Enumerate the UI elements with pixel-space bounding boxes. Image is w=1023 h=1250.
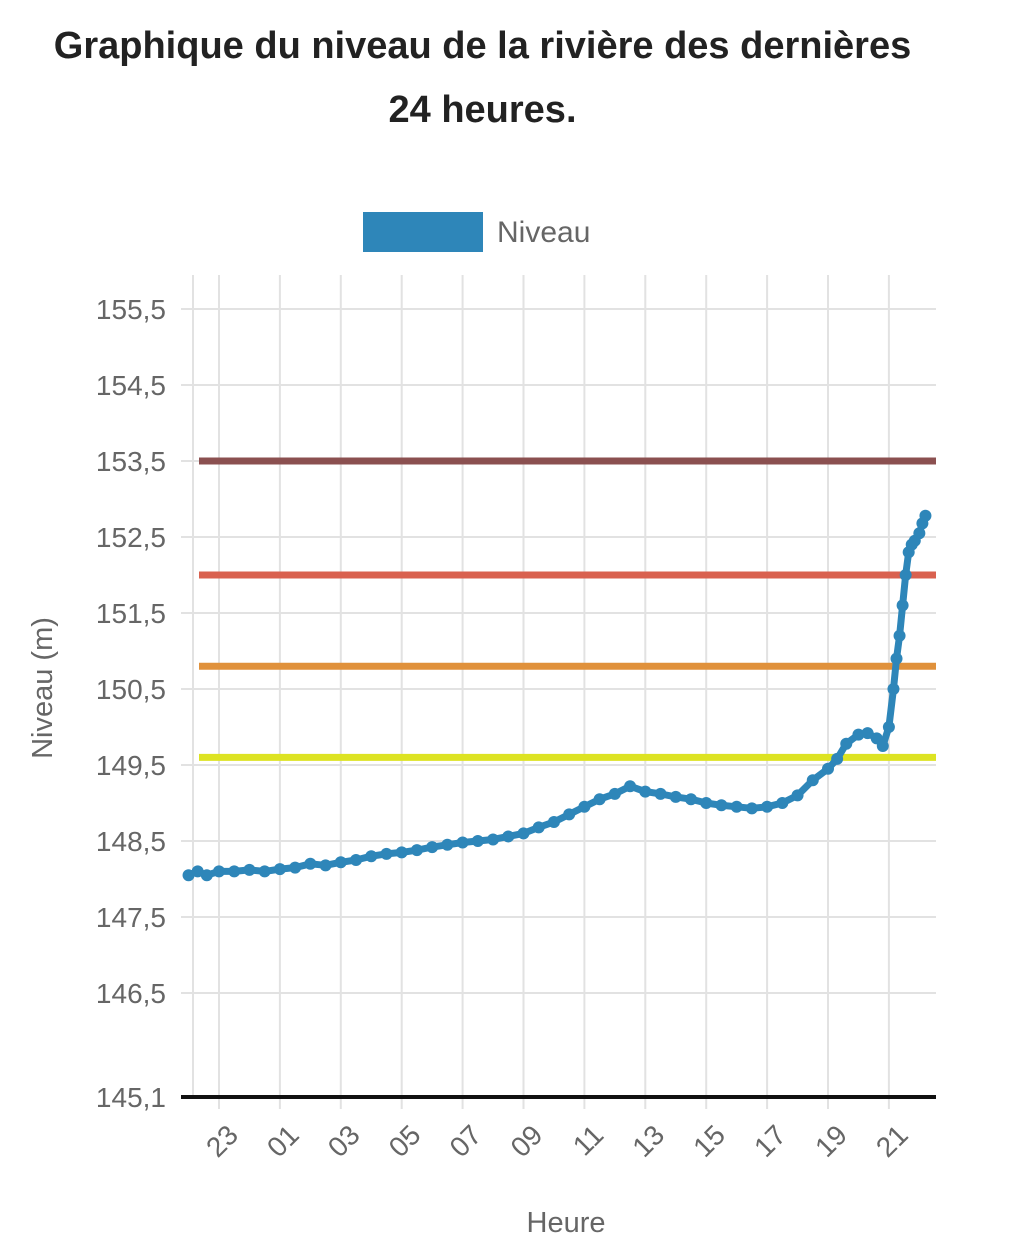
legend-label-niveau[interactable]: Niveau: [497, 216, 590, 249]
data-point-0: [182, 869, 195, 882]
series-niveau: [182, 509, 932, 882]
data-point-15: [395, 846, 408, 859]
data-point-40: [776, 797, 789, 809]
data-point-2: [200, 869, 213, 882]
x-tick-label-05: 05: [383, 1119, 427, 1163]
x-tick-label-09: 09: [505, 1119, 549, 1163]
data-point-29: [608, 787, 621, 800]
data-point-21: [487, 833, 500, 846]
data-point-37: [730, 800, 743, 813]
data-point-13: [365, 850, 378, 863]
data-point-3: [213, 865, 225, 878]
data-point-31: [639, 785, 652, 798]
y-axis-ticks: 145,1 146,5 147,5 148,5 149,5 150,5 151,5 152,5…: [96, 294, 166, 1113]
data-point-51: [887, 683, 900, 695]
data-point-10: [319, 859, 332, 872]
data-point-17: [426, 841, 439, 854]
data-point-52: [890, 652, 903, 665]
data-point-44: [831, 752, 844, 765]
x-axis-ticks: 23 01 03 05 07 09 11 13 15 17 19 21: [200, 1119, 914, 1163]
x-tick-label-23: 23: [200, 1119, 244, 1163]
x-tick-label-19: 19: [809, 1119, 853, 1163]
data-point-49: [876, 740, 889, 752]
data-point-12: [350, 854, 363, 866]
data-point-53: [893, 629, 906, 642]
data-point-4: [228, 865, 241, 878]
data-point-61: [919, 509, 932, 522]
data-point-8: [289, 861, 302, 874]
data-point-59: [913, 527, 926, 540]
data-point-23: [517, 827, 530, 840]
data-point-54: [896, 599, 909, 612]
data-point-33: [669, 790, 682, 803]
y-tick-label-148,5: 148,5: [96, 826, 166, 857]
data-point-20: [471, 835, 484, 847]
data-point-26: [563, 808, 576, 821]
data-point-14: [380, 847, 393, 860]
x-axis-title: Heure: [527, 1207, 606, 1239]
data-point-30: [624, 780, 637, 793]
data-point-47: [861, 727, 874, 740]
data-point-39: [761, 800, 774, 813]
x-tick-label-13: 13: [626, 1119, 670, 1163]
data-point-45: [840, 737, 853, 750]
data-point-46: [852, 728, 865, 741]
data-point-43: [822, 762, 834, 775]
data-point-7: [273, 863, 286, 876]
y-tick-label-146,5: 146,5: [96, 978, 166, 1009]
y-tick-label-155,5: 155,5: [96, 294, 166, 325]
data-point-41: [791, 789, 804, 802]
x-tick-label-17: 17: [748, 1119, 792, 1163]
data-point-6: [258, 865, 271, 878]
data-point-50: [882, 721, 895, 733]
data-point-35: [700, 797, 713, 809]
data-point-25: [547, 816, 560, 828]
y-tick-label-154,5: 154,5: [96, 370, 166, 401]
threshold-lines: [181, 457, 936, 1099]
x-tick-label-15: 15: [687, 1119, 731, 1163]
data-point-5: [243, 863, 256, 876]
x-tick-label-01: 01: [261, 1119, 305, 1163]
data-point-55: [899, 569, 912, 581]
data-point-18: [441, 838, 454, 851]
y-tick-label-149,5: 149,5: [96, 750, 166, 781]
data-point-27: [578, 800, 591, 813]
data-point-38: [745, 802, 758, 815]
data-point-28: [593, 793, 606, 806]
y-tick-label-153,5: 153,5: [96, 446, 166, 477]
data-point-32: [654, 787, 667, 800]
grid: [181, 275, 936, 1109]
y-tick-label-147,5: 147,5: [96, 902, 166, 933]
legend[interactable]: Niveau: [363, 212, 590, 252]
data-point-34: [684, 793, 697, 806]
data-point-9: [304, 857, 317, 870]
data-point-42: [806, 774, 819, 787]
data-point-19: [456, 836, 469, 849]
y-tick-label-151,5: 151,5: [96, 598, 166, 629]
data-point-11: [334, 856, 347, 869]
legend-swatch-niveau[interactable]: [363, 212, 483, 252]
x-tick-label-11: 11: [567, 1119, 609, 1161]
chart-title: Graphique du niveau de la rivière des de…: [53, 25, 912, 131]
data-point-24: [532, 821, 545, 834]
y-axis-title: Niveau (m): [27, 617, 59, 759]
y-tick-label-145,1: 145,1: [96, 1082, 166, 1113]
y-tick-label-150,5: 150,5: [96, 674, 166, 705]
data-point-1: [191, 865, 204, 878]
data-point-16: [410, 844, 423, 857]
y-tick-label-152,5: 152,5: [96, 522, 166, 553]
x-tick-label-21: 21: [870, 1119, 914, 1163]
x-tick-label-07: 07: [444, 1119, 488, 1163]
data-point-22: [502, 830, 515, 843]
data-point-36: [715, 799, 728, 812]
x-tick-label-03: 03: [322, 1119, 366, 1163]
